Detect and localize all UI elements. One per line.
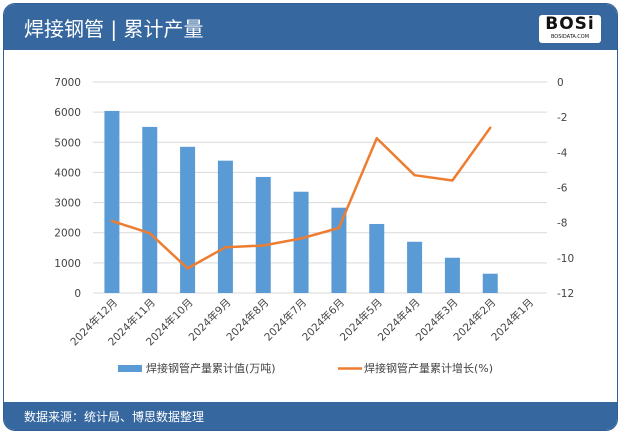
legend-bar-swatch <box>118 365 142 372</box>
y-right-tick-label: -12 <box>557 288 574 300</box>
y-left-tick-label: 2000 <box>54 228 81 240</box>
page-title: 焊接钢管 | 累计产量 <box>24 17 204 41</box>
bar <box>482 273 498 293</box>
y-left-tick-label: 4000 <box>54 167 81 179</box>
growth-point <box>186 267 189 270</box>
bar <box>369 223 385 293</box>
y-left-tick-label: 1000 <box>54 258 81 270</box>
footer-bar: 数据来源：统计局、博思数据整理 <box>4 402 617 430</box>
y-left-tick-label: 7000 <box>54 77 81 89</box>
legend-bar-label: 焊接钢管产量累计值(万吨) <box>146 361 276 375</box>
y-right-tick-label: -10 <box>557 253 574 265</box>
bar <box>217 160 233 293</box>
bar <box>142 126 158 293</box>
y-right-tick-label: -6 <box>557 183 568 195</box>
growth-point <box>299 237 303 240</box>
growth-point <box>148 232 151 235</box>
header-bar: 焊接钢管 | 累计产量 BOSi BOSIDATA.COM <box>4 4 617 50</box>
bosi-logo: BOSi BOSIDATA.COM <box>539 15 601 43</box>
y-left-tick-label: 0 <box>74 288 81 300</box>
growth-point <box>451 179 454 182</box>
growth-point <box>110 219 114 223</box>
bar <box>180 146 196 293</box>
y-left-tick-label: 5000 <box>54 137 81 149</box>
bar <box>444 257 460 293</box>
y-right-tick-label: -2 <box>557 112 567 124</box>
growth-point <box>262 244 265 247</box>
growth-point <box>375 137 378 140</box>
growth-point <box>224 246 227 249</box>
growth-point <box>489 126 492 129</box>
y-left-tick-label: 6000 <box>54 107 81 119</box>
legend-line-label: 焊接钢管产量累计增长(%) <box>364 361 493 375</box>
bar <box>331 207 347 293</box>
bar <box>104 110 120 294</box>
y-left-tick-label: 3000 <box>54 198 81 210</box>
growth-point <box>413 173 416 177</box>
bar <box>407 241 423 293</box>
y-right-tick-label: -4 <box>557 147 568 159</box>
bar <box>255 176 271 293</box>
data-source: 数据来源：统计局、博思数据整理 <box>24 410 205 424</box>
bar <box>293 191 309 293</box>
y-right-tick-label: 0 <box>557 77 564 89</box>
growth-point <box>337 226 341 230</box>
y-right-tick-label: -8 <box>557 218 567 230</box>
